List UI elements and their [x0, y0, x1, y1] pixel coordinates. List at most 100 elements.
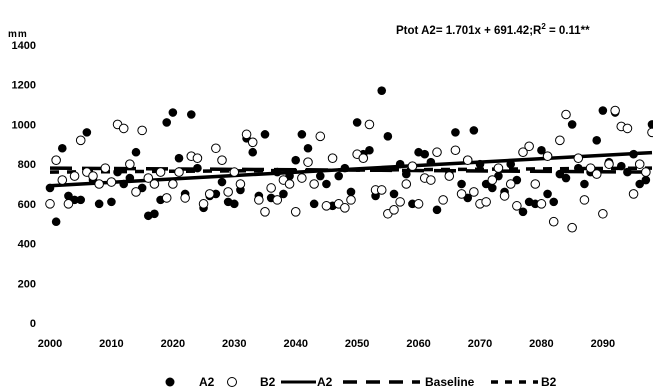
b2-point: [321, 201, 332, 211]
b2-point: [487, 175, 498, 185]
b2-point: [456, 189, 467, 199]
b2-point: [161, 193, 172, 203]
a2-point: [272, 167, 282, 177]
y-tick-label: 800: [18, 159, 36, 171]
b2-point: [505, 179, 516, 189]
a2-point: [580, 179, 589, 189]
a2-point: [561, 173, 571, 183]
a2-point: [64, 191, 73, 201]
b2-point: [137, 125, 147, 136]
a2-point: [598, 106, 608, 115]
legend-b2-line-label: B2: [541, 375, 557, 389]
a2-point: [94, 199, 104, 209]
b2-point: [198, 199, 209, 209]
y-tick-label: 600: [18, 199, 36, 211]
legend-a2-trend-label: A2: [317, 375, 333, 389]
b2-point: [260, 207, 270, 217]
a2-point: [383, 132, 393, 141]
b2-point: [75, 135, 86, 146]
b2-point: [266, 183, 276, 193]
a2-point: [623, 167, 632, 177]
trend-equation-significance: = 0.11**: [546, 25, 590, 37]
b2-point: [444, 171, 455, 181]
b2-point: [204, 189, 215, 199]
b2-point: [548, 216, 559, 227]
b2-point: [376, 185, 387, 195]
a2-point: [518, 207, 528, 217]
a2-point: [635, 179, 645, 189]
b2-point: [462, 155, 473, 165]
b2-point: [125, 159, 135, 169]
b2-point: [303, 157, 313, 167]
b2-point: [290, 207, 301, 217]
b2-point: [634, 159, 645, 169]
a2-point: [567, 120, 577, 129]
a2-point: [469, 126, 479, 135]
b2-point: [69, 171, 80, 181]
a2-point: [377, 86, 387, 95]
b2-point: [401, 179, 412, 189]
b2-point: [254, 195, 264, 205]
b2-point: [524, 141, 534, 152]
b2-point: [217, 155, 227, 165]
a2-point: [555, 169, 565, 179]
legend-a2-marker: [165, 377, 175, 387]
x-tick-label: 2030: [222, 338, 246, 350]
y-tick-label: 200: [18, 278, 36, 290]
b2-point: [641, 167, 651, 177]
b2-point: [63, 199, 74, 209]
b2-point: [272, 195, 283, 205]
b2-point: [438, 195, 448, 205]
a2-point: [125, 173, 135, 183]
b2-point: [579, 195, 590, 205]
a2-point: [82, 128, 92, 137]
a2-point: [475, 159, 485, 169]
b2-point: [512, 201, 522, 211]
y-tick-label: 1000: [12, 119, 36, 131]
a2-point: [573, 163, 583, 173]
a2-point: [303, 143, 313, 153]
b2-point: [174, 167, 184, 177]
b2-point: [94, 179, 104, 189]
a2-point: [229, 199, 239, 209]
a2-point: [162, 118, 172, 127]
a2-point: [76, 195, 86, 205]
b2-point: [346, 195, 356, 205]
b2-point: [530, 179, 541, 189]
x-tick-label: 2070: [468, 338, 492, 350]
b2-point: [610, 105, 620, 116]
b2-point: [499, 191, 510, 201]
y-tick-label: 1200: [12, 80, 36, 92]
b2-point: [493, 163, 504, 173]
b2-point: [155, 167, 166, 177]
a2-point: [113, 167, 122, 177]
b2-point: [585, 163, 596, 173]
a2-point: [168, 108, 178, 117]
b2-point: [247, 137, 258, 148]
legend: A2 B2 A2 Baseline B2: [165, 375, 557, 389]
b2-point: [149, 179, 160, 189]
a2-point: [549, 197, 559, 207]
b2-point: [180, 193, 190, 203]
a2-point: [506, 159, 516, 169]
b2-point: [358, 153, 369, 163]
b2-point: [284, 179, 295, 189]
x-tick-label: 2050: [345, 338, 369, 350]
b2-point: [598, 208, 608, 219]
a2-point: [193, 163, 202, 173]
a2-point: [616, 161, 626, 171]
b2-point: [432, 147, 442, 158]
a2-point: [57, 143, 67, 153]
trend-equation-annotation: Ptot A2= 1.701x + 691.42;R2 = 0.11**: [396, 22, 590, 37]
a2-point: [395, 159, 405, 169]
b2-point: [88, 171, 98, 181]
b2-point: [604, 159, 614, 169]
b2-point: [469, 187, 479, 197]
b2-point: [168, 179, 178, 189]
a2-point: [543, 189, 552, 199]
a2-point: [426, 157, 436, 167]
reference-lines: [49, 150, 653, 188]
b2-point: [327, 153, 338, 163]
b2-point: [364, 119, 375, 130]
a2-point: [119, 179, 129, 189]
